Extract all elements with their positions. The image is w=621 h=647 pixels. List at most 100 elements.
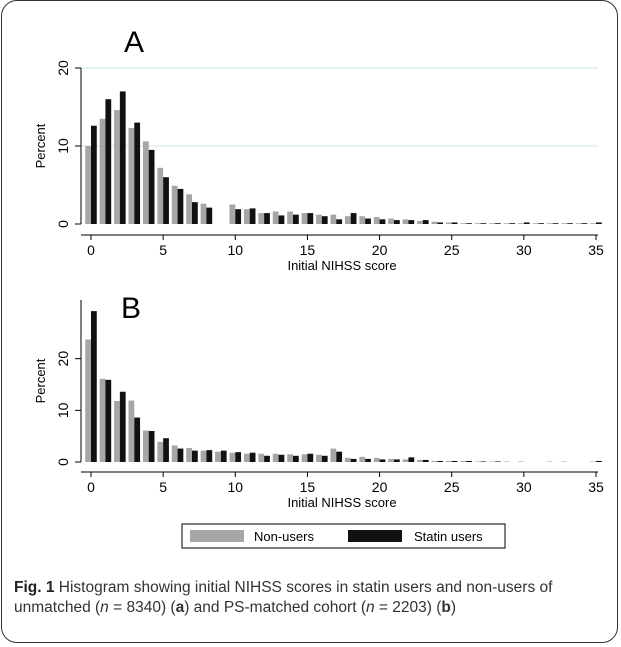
legend-swatch-non-users bbox=[190, 530, 244, 542]
panel-b-bar-statin-users-21 bbox=[394, 459, 400, 462]
panel-a-bar-non-users-29 bbox=[503, 223, 510, 224]
panel-b-bar-statin-users-15 bbox=[307, 453, 314, 462]
panel-a-bar-statin-users-20 bbox=[379, 219, 386, 224]
panel-a-bar-statin-users-27 bbox=[480, 223, 487, 224]
panel-a-bar-statin-users-28 bbox=[495, 223, 501, 224]
panel-b-bar-statin-users-16 bbox=[321, 455, 328, 462]
caption-n2-var: n bbox=[365, 599, 375, 616]
panel-b-bar-non-users-13 bbox=[272, 453, 279, 462]
panel-b-bar-non-users-9 bbox=[215, 451, 221, 462]
panel-b-bar-statin-users-12 bbox=[264, 455, 270, 462]
caption-text-1: Histogram showing initial NIHSS scores i… bbox=[14, 579, 553, 616]
panel-a-bar-statin-users-0 bbox=[91, 125, 97, 224]
panel-a-bar-statin-users-32 bbox=[552, 223, 559, 224]
legend-label-non-users: Non-users bbox=[254, 529, 314, 544]
panel-b-x-tick-label: 35 bbox=[588, 479, 604, 495]
panel-a-bar-statin-users-13 bbox=[278, 215, 285, 224]
panel-a-bar-non-users-7 bbox=[186, 194, 192, 224]
panel-a-bar-non-users-16 bbox=[316, 214, 322, 224]
panel-a-bar-statin-users-24 bbox=[437, 222, 444, 224]
panel-b-bar-non-users-5 bbox=[157, 441, 164, 462]
legend: Non-users Statin users bbox=[181, 523, 506, 549]
panel-b-bar-statin-users-5 bbox=[163, 438, 169, 462]
panel-b-bar-statin-users-25 bbox=[451, 460, 458, 462]
panel-a-bar-statin-users-1 bbox=[105, 99, 112, 224]
caption-panel-b-ref: b bbox=[441, 599, 451, 616]
panel-b-bar-statin-users-3 bbox=[134, 417, 141, 462]
panel-b-bar-non-users-26 bbox=[460, 460, 467, 462]
panel-a-x-axis-label: Initial NIHSS score bbox=[287, 258, 396, 273]
panel-b-bar-non-users-7 bbox=[186, 448, 192, 462]
panel-a-bar-statin-users-33 bbox=[567, 223, 573, 224]
panel-a-bar-non-users-34 bbox=[575, 223, 582, 224]
panel-a-bar-non-users-27 bbox=[474, 223, 481, 224]
panel-b-bar-statin-users-20 bbox=[379, 459, 386, 462]
legend-swatch-statin-users bbox=[348, 530, 402, 542]
panel-a-bar-statin-users-14 bbox=[293, 214, 299, 224]
caption-n1-var: n bbox=[100, 599, 109, 616]
panel-a-bar-statin-users-26 bbox=[466, 223, 472, 224]
panel-b-bar-non-users-30 bbox=[518, 461, 524, 462]
panel-a-bar-non-users-33 bbox=[561, 223, 568, 224]
panel-b-bar-non-users-27 bbox=[474, 461, 481, 462]
panel-b-bar-statin-users-6 bbox=[177, 448, 184, 462]
panel-a-bar-non-users-15 bbox=[301, 213, 308, 224]
panel-a-bar-non-users-26 bbox=[460, 223, 467, 224]
panel-a-bar-non-users-32 bbox=[546, 223, 553, 224]
panel-a-bar-non-users-2 bbox=[114, 110, 120, 224]
panel-b-bar-non-users-17 bbox=[330, 448, 337, 462]
panel-b-bar-non-users-0 bbox=[85, 339, 91, 462]
panel-a-bar-non-users-13 bbox=[272, 211, 279, 224]
panel-b-letter: B bbox=[121, 292, 141, 325]
panel-b-x-tick-label: 30 bbox=[516, 479, 532, 495]
panel-b-bar-non-users-23 bbox=[417, 459, 423, 462]
caption-n2-value: = 2203) ( bbox=[374, 599, 442, 616]
panel-b-bar-statin-users-9 bbox=[220, 450, 227, 462]
panel-a-y-ticks: 0 10 20 bbox=[55, 60, 81, 228]
panel-a-bar-non-users-30 bbox=[518, 223, 524, 224]
panel-b-bar-statin-users-23 bbox=[422, 459, 429, 462]
panel-b-bar-non-users-1 bbox=[99, 378, 106, 462]
panel-a-bar-statin-users-10 bbox=[235, 209, 242, 224]
panel-a-bar-statin-users-22 bbox=[408, 220, 415, 224]
panel-a-bar-non-users-19 bbox=[359, 216, 366, 224]
panel-b: B 0 10 20 0 5 10 15 20 25 30 35 Percent Initial N… bbox=[33, 292, 604, 510]
panel-b-x-tick-label: 10 bbox=[227, 479, 243, 495]
panel-b-bar-non-users-18 bbox=[344, 457, 351, 462]
panel-b-bar-statin-users-35 bbox=[596, 460, 602, 462]
panel-b-bar-non-users-16 bbox=[316, 454, 322, 462]
panel-a-bar-non-users-14 bbox=[287, 211, 293, 224]
panel-b-bar-non-users-4 bbox=[142, 430, 149, 462]
panel-b-bar-statin-users-19 bbox=[365, 458, 371, 462]
panel-b-x-tick-label: 20 bbox=[372, 479, 388, 495]
panel-a-bar-statin-users-4 bbox=[148, 149, 155, 224]
caption-text-2: ) and PS-matched cohort ( bbox=[184, 599, 366, 616]
panel-a-bar-non-users-20 bbox=[373, 216, 380, 224]
panel-a-bar-non-users-12 bbox=[258, 213, 265, 224]
panel-b-bar-non-users-35 bbox=[590, 461, 596, 462]
panel-b-x-tick-label: 5 bbox=[159, 479, 167, 495]
panel-b-bar-statin-users-0 bbox=[91, 311, 97, 462]
panel-b-bar-statin-users-26 bbox=[466, 460, 472, 462]
panel-b-bar-non-users-19 bbox=[359, 456, 366, 462]
panel-a-bar-statin-users-11 bbox=[249, 208, 256, 224]
panel-a-bar-non-users-3 bbox=[128, 128, 135, 224]
panel-b-x-axis-label: Initial NIHSS score bbox=[287, 495, 396, 510]
panel-b-y-axis-label: Percent bbox=[33, 358, 48, 403]
panel-a-bar-non-users-35 bbox=[590, 223, 596, 224]
panel-b-bar-non-users-25 bbox=[445, 460, 452, 462]
panel-a-bar-non-users-17 bbox=[330, 214, 337, 224]
panel-a-x-tick-label: 5 bbox=[159, 242, 167, 258]
panel-b-bar-statin-users-14 bbox=[293, 455, 299, 462]
panel-b-bar-non-users-3 bbox=[128, 400, 135, 462]
panel-a-bar-non-users-11 bbox=[243, 209, 250, 224]
panel-a-bar-non-users-18 bbox=[344, 216, 351, 224]
panel-b-bar-non-users-24 bbox=[431, 460, 438, 462]
panel-b-bar-non-users-20 bbox=[373, 457, 380, 462]
panel-b-bar-non-users-14 bbox=[287, 454, 293, 462]
panel-b-bar-statin-users-2 bbox=[119, 391, 126, 462]
panel-a-bar-non-users-0 bbox=[85, 146, 91, 224]
panel-a-x-tick-label: 15 bbox=[300, 242, 316, 258]
panel-a-bars bbox=[85, 91, 602, 225]
panel-a-letter: A bbox=[124, 26, 144, 59]
